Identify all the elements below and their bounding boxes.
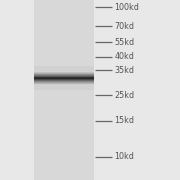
Text: 70kd: 70kd — [114, 22, 134, 31]
Bar — [34, 74, 94, 75]
Bar — [34, 83, 94, 84]
Text: 35kd: 35kd — [114, 66, 134, 75]
Text: 10kd: 10kd — [114, 152, 134, 161]
Text: 55kd: 55kd — [114, 38, 134, 47]
Text: 100kd: 100kd — [114, 3, 139, 12]
Bar — [34, 73, 94, 74]
Bar — [34, 83, 94, 84]
Bar — [34, 73, 94, 74]
Bar — [34, 74, 94, 75]
Bar — [34, 0, 94, 180]
Bar — [34, 72, 94, 73]
Bar — [34, 78, 94, 79]
Bar — [34, 66, 94, 90]
Bar — [34, 82, 94, 83]
Bar — [34, 79, 94, 80]
Bar — [34, 72, 94, 73]
Bar — [34, 82, 94, 83]
Bar — [34, 80, 94, 81]
Text: 25kd: 25kd — [114, 91, 134, 100]
Bar — [34, 84, 94, 85]
Bar — [34, 71, 94, 72]
Bar — [34, 81, 94, 82]
Bar — [34, 75, 94, 76]
Bar — [34, 79, 94, 80]
Bar — [34, 75, 94, 76]
Bar — [34, 78, 94, 79]
Text: 40kd: 40kd — [114, 52, 134, 61]
Bar — [34, 71, 94, 72]
Text: 15kd: 15kd — [114, 116, 134, 125]
Bar — [34, 77, 94, 78]
Bar — [34, 76, 94, 77]
Bar — [34, 84, 94, 85]
